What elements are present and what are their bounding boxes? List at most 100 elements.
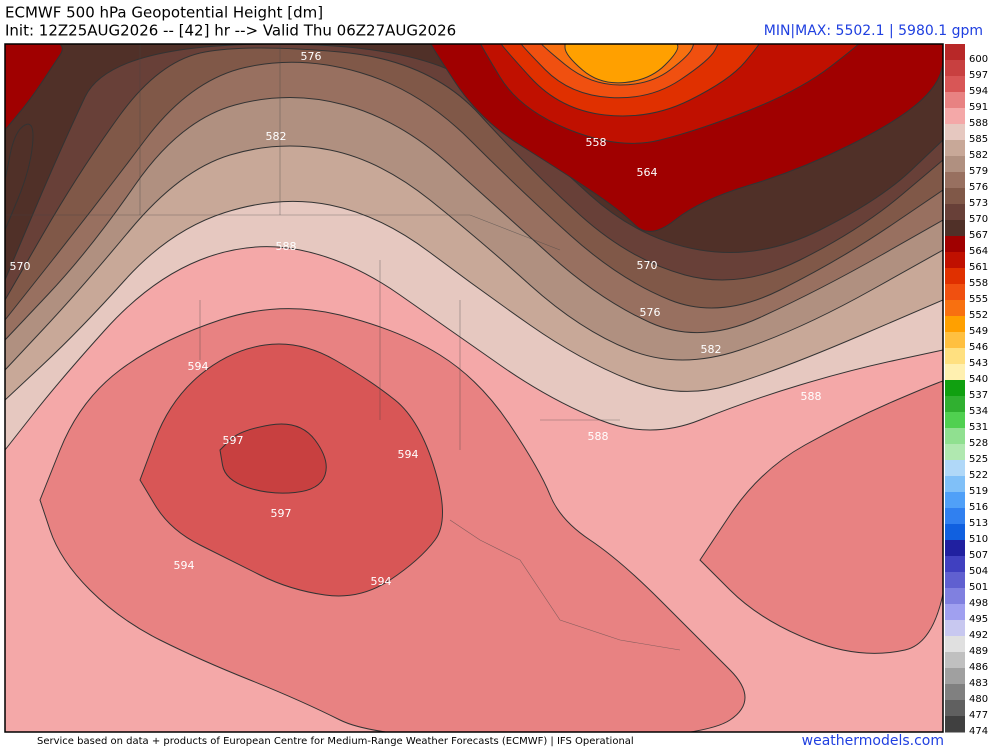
colorbar-label: 495: [969, 614, 988, 625]
contour-label: 597: [223, 434, 244, 447]
height-band: [5, 123, 34, 231]
colorbar-swatch: [945, 668, 965, 685]
colorbar-label: 507: [969, 550, 988, 561]
colorbar-label: 579: [969, 166, 988, 177]
colorbar-label: 537: [969, 390, 988, 401]
colorbar-swatch: [945, 220, 965, 237]
colorbar-swatch: [945, 332, 965, 349]
colorbar-label: 501: [969, 582, 988, 593]
colorbar-label: 558: [969, 278, 988, 289]
colorbar-label: 504: [969, 566, 988, 577]
colorbar-swatch: [945, 236, 965, 253]
colorbar-swatch: [945, 700, 965, 717]
colorbar-label: 546: [969, 342, 988, 353]
contour-label: 570: [637, 259, 658, 272]
contour-label: 594: [174, 559, 195, 572]
colorbar-label: 480: [969, 694, 988, 705]
contour-label: 594: [398, 448, 419, 461]
contour-label: 582: [701, 343, 722, 356]
colorbar-swatch: [945, 60, 965, 77]
colorbar-label: 540: [969, 374, 988, 385]
colorbar-label: 567: [969, 230, 988, 241]
colorbar-swatch: [945, 188, 965, 205]
contour-label: 588: [276, 240, 297, 253]
title: ECMWF 500 hPa Geopotential Height [dm]: [5, 4, 323, 22]
colorbar-swatch: [945, 396, 965, 413]
height-band: [219, 423, 327, 494]
colorbar-label: 585: [969, 134, 988, 145]
map-frame: [4, 43, 944, 733]
contour-label: 564: [637, 166, 658, 179]
colorbar-swatch: [945, 572, 965, 589]
colorbar-swatch: [945, 108, 965, 125]
colorbar-label: 516: [969, 502, 988, 513]
colorbar-swatch: [945, 252, 965, 269]
colorbar-swatch: [945, 604, 965, 621]
colorbar-swatch: [945, 460, 965, 477]
colorbar-swatch: [945, 444, 965, 461]
colorbar-swatch: [945, 492, 965, 509]
colorbar-swatch: [945, 92, 965, 109]
colorbar-label: 528: [969, 438, 988, 449]
contour-label: 594: [371, 575, 392, 588]
height-band: [699, 380, 943, 654]
height-band: [564, 44, 679, 84]
site: weathermodels.com: [802, 733, 944, 749]
colorbar-swatch: [945, 124, 965, 141]
colorbar-swatch: [945, 348, 965, 365]
colorbar-swatch: [945, 428, 965, 445]
colorbar-label: 549: [969, 326, 988, 337]
colorbar-swatch: [945, 380, 965, 397]
contour-label: 588: [801, 390, 822, 403]
contour-label: 576: [640, 306, 661, 319]
contour-label: 558: [586, 136, 607, 149]
colorbar-swatch: [945, 412, 965, 429]
credit: Service based on data + products of Euro…: [37, 736, 634, 747]
contour-label: 588: [588, 430, 609, 443]
colorbar-swatch: [945, 300, 965, 317]
colorbar-swatch: [945, 268, 965, 285]
colorbar-swatch: [945, 652, 965, 669]
init-line: Init: 12Z25AUG2026 -- [42] hr --> Valid …: [5, 22, 456, 40]
colorbar-label: 498: [969, 598, 988, 609]
colorbar-label: 474: [969, 726, 988, 737]
colorbar-label: 489: [969, 646, 988, 657]
map: 576 582 588 594 597 594 597 594 594 558 564 570 570 5…: [5, 44, 943, 732]
colorbar-swatch: [945, 284, 965, 301]
colorbar: 600 597 594 591 588 585 582 579 576 573 570 567 564 5…: [945, 44, 988, 737]
colorbar-label: 555: [969, 294, 988, 305]
colorbar-label: 594: [969, 86, 988, 97]
colorbar-label: 510: [969, 534, 988, 545]
colorbar-swatch: [945, 508, 965, 525]
colorbar-swatch: [945, 540, 965, 557]
colorbar-label: 588: [969, 118, 988, 129]
colorbar-swatch: [945, 636, 965, 653]
colorbar-label: 543: [969, 358, 988, 369]
colorbar-swatch: [945, 364, 965, 381]
colorbar-swatch: [945, 524, 965, 541]
colorbar-label: 597: [969, 70, 988, 81]
min-max: MIN|MAX: 5502.1 | 5980.1 gpm: [764, 23, 983, 39]
colorbar-label: 531: [969, 422, 988, 433]
colorbar-label: 492: [969, 630, 988, 641]
colorbar-label: 519: [969, 486, 988, 497]
colorbar-label: 576: [969, 182, 988, 193]
border: [469, 214, 561, 251]
contour-label: 576: [301, 50, 322, 63]
colorbar-label: 525: [969, 454, 988, 465]
colorbar-label: 513: [969, 518, 988, 529]
colorbar-swatch: [945, 556, 965, 573]
colorbar-label: 552: [969, 310, 988, 321]
height-band: [5, 44, 63, 131]
colorbar-label: 522: [969, 470, 988, 481]
contour-label: 582: [266, 130, 287, 143]
contour-label: 597: [271, 507, 292, 520]
colorbar-swatch: [945, 716, 965, 733]
colorbar-label: 582: [969, 150, 988, 161]
colorbar-swatch: [945, 156, 965, 173]
colorbar-swatch: [945, 620, 965, 637]
contour-label: 594: [188, 360, 209, 373]
colorbar-swatch: [945, 588, 965, 605]
colorbar-swatch: [945, 76, 965, 93]
